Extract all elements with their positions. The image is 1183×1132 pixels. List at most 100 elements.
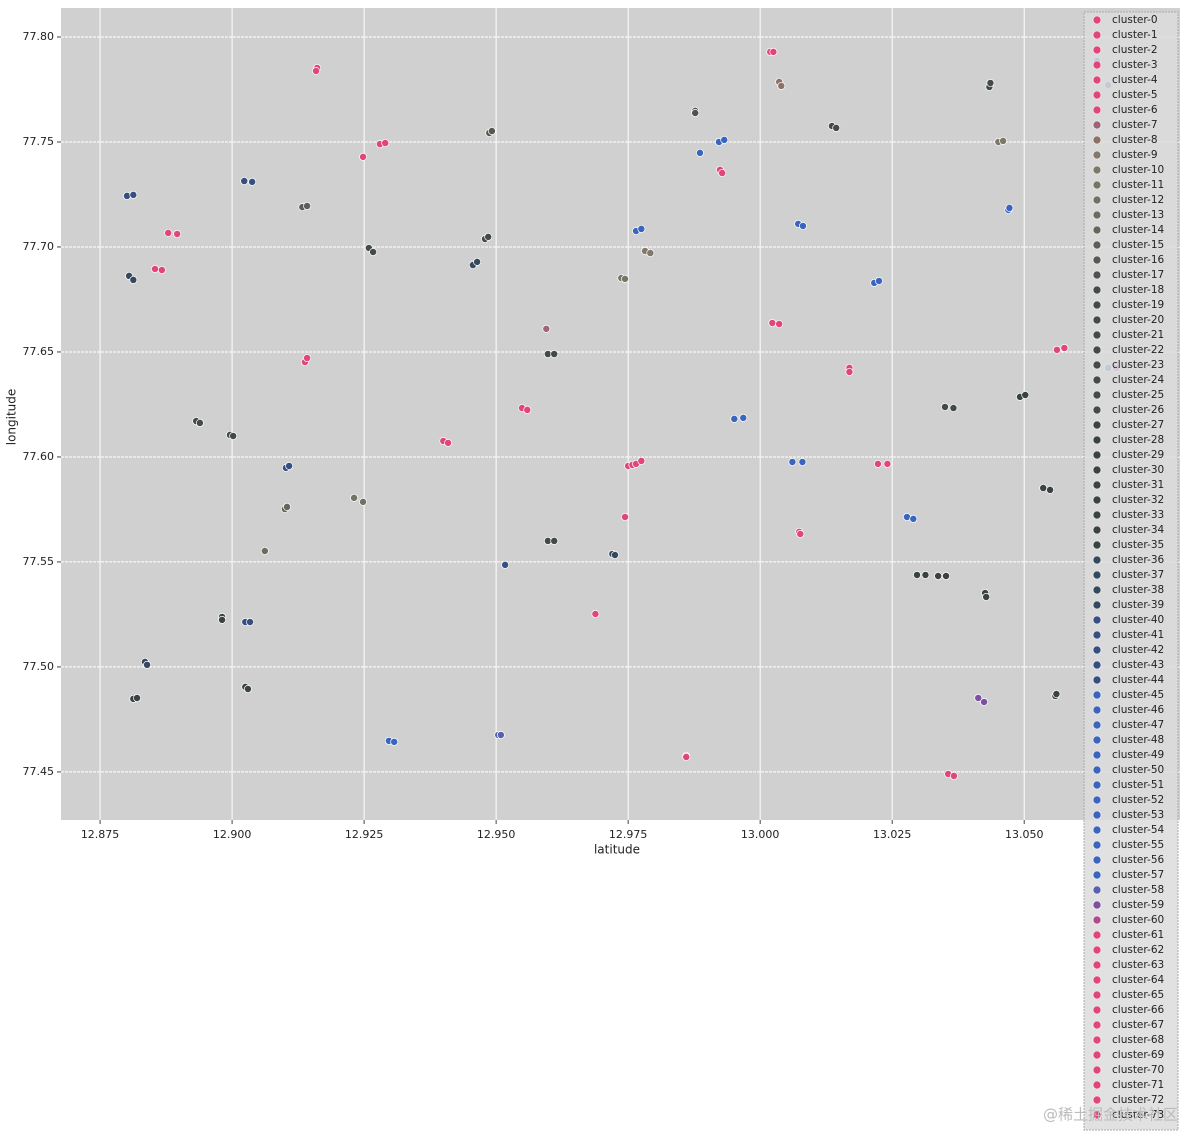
y-tick-label: 77.45 xyxy=(23,765,55,778)
legend-marker xyxy=(1092,75,1102,85)
legend-label: cluster-22 xyxy=(1112,344,1164,356)
y-axis-label: longitude xyxy=(5,389,19,446)
point xyxy=(788,458,797,466)
point xyxy=(775,320,784,328)
point xyxy=(218,615,227,624)
point xyxy=(949,404,958,412)
point xyxy=(873,459,882,468)
legend-label: cluster-25 xyxy=(1112,389,1164,401)
point xyxy=(157,266,166,275)
legend-label: cluster-32 xyxy=(1112,494,1164,506)
point xyxy=(799,222,807,230)
grid xyxy=(61,8,1180,820)
legend-marker xyxy=(1092,750,1102,760)
x-tick-label: 13.025 xyxy=(873,828,912,841)
point xyxy=(921,571,930,579)
legend-label: cluster-46 xyxy=(1112,704,1165,716)
legend-label: cluster-1 xyxy=(1112,29,1158,41)
point xyxy=(1060,344,1069,352)
point xyxy=(129,190,138,199)
y-tick-label: 77.80 xyxy=(23,30,55,43)
legend-label: cluster-16 xyxy=(1112,254,1165,266)
legend-marker xyxy=(1092,435,1102,445)
legend-label: cluster-30 xyxy=(1112,464,1164,476)
legend-marker xyxy=(1092,780,1102,790)
legend-label: cluster-5 xyxy=(1112,89,1158,101)
point xyxy=(798,458,807,466)
point xyxy=(550,350,559,359)
legend-label: cluster-40 xyxy=(1112,614,1164,626)
point xyxy=(260,547,269,555)
legend-marker xyxy=(1092,990,1102,1000)
point xyxy=(246,618,255,626)
legend-marker xyxy=(1092,525,1102,535)
legend-label: cluster-66 xyxy=(1112,1004,1165,1016)
legend-marker xyxy=(1092,645,1102,655)
legend-marker xyxy=(1092,60,1102,70)
point xyxy=(390,737,399,746)
point xyxy=(777,81,786,90)
legend-label: cluster-73 xyxy=(1112,1109,1164,1121)
point xyxy=(1052,690,1061,698)
legend-label: cluster-47 xyxy=(1112,719,1164,731)
point xyxy=(909,514,918,523)
legend-marker xyxy=(1092,255,1102,265)
legend-marker xyxy=(1092,960,1102,970)
legend-label: cluster-0 xyxy=(1112,14,1158,26)
point xyxy=(473,257,482,266)
x-tick-label: 12.875 xyxy=(81,828,120,841)
legend-label: cluster-33 xyxy=(1112,509,1164,521)
legend-label: cluster-69 xyxy=(1112,1049,1164,1061)
legend-label: cluster-19 xyxy=(1112,299,1164,311)
legend-label: cluster-13 xyxy=(1112,209,1164,221)
legend-label: cluster-9 xyxy=(1112,149,1158,161)
point xyxy=(941,403,949,411)
legend-label: cluster-54 xyxy=(1112,824,1165,836)
legend-label: cluster-6 xyxy=(1112,104,1158,116)
legend-label: cluster-52 xyxy=(1112,794,1164,806)
legend-label: cluster-37 xyxy=(1112,569,1164,581)
point xyxy=(768,319,777,327)
legend-label: cluster-39 xyxy=(1112,599,1164,611)
point xyxy=(646,249,655,257)
point xyxy=(359,152,368,161)
point xyxy=(173,229,182,238)
legend-marker xyxy=(1092,450,1102,460)
point xyxy=(950,771,958,780)
point xyxy=(730,414,739,423)
legend-label: cluster-28 xyxy=(1112,434,1164,446)
y-tick-label: 77.75 xyxy=(23,135,55,148)
point xyxy=(1005,203,1014,212)
point xyxy=(986,79,995,87)
legend-marker xyxy=(1092,690,1102,700)
point xyxy=(832,123,841,132)
legend-label: cluster-41 xyxy=(1112,629,1164,641)
legend-label: cluster-63 xyxy=(1112,959,1164,971)
legend-marker xyxy=(1092,180,1102,190)
point xyxy=(796,530,805,538)
x-tick-label: 12.975 xyxy=(609,828,648,841)
point xyxy=(542,324,551,333)
point xyxy=(143,660,152,669)
point xyxy=(982,593,991,601)
legend-marker xyxy=(1092,150,1102,160)
legend-marker xyxy=(1092,705,1102,715)
point xyxy=(769,47,778,56)
point xyxy=(1053,345,1061,354)
legend-label: cluster-62 xyxy=(1112,944,1164,956)
legend-marker xyxy=(1092,390,1102,400)
legend-marker xyxy=(1092,930,1102,940)
legend-marker xyxy=(1092,660,1102,670)
point xyxy=(1046,485,1055,494)
point xyxy=(195,418,204,427)
legend-marker xyxy=(1092,675,1102,685)
point xyxy=(883,459,892,468)
point xyxy=(381,139,390,147)
legend-marker xyxy=(1092,855,1102,865)
legend-label: cluster-3 xyxy=(1112,59,1158,71)
legend-label: cluster-56 xyxy=(1112,854,1165,866)
point xyxy=(123,191,131,200)
legend-marker xyxy=(1092,615,1102,625)
legend-marker xyxy=(1092,1095,1102,1105)
legend-marker xyxy=(1092,975,1102,985)
